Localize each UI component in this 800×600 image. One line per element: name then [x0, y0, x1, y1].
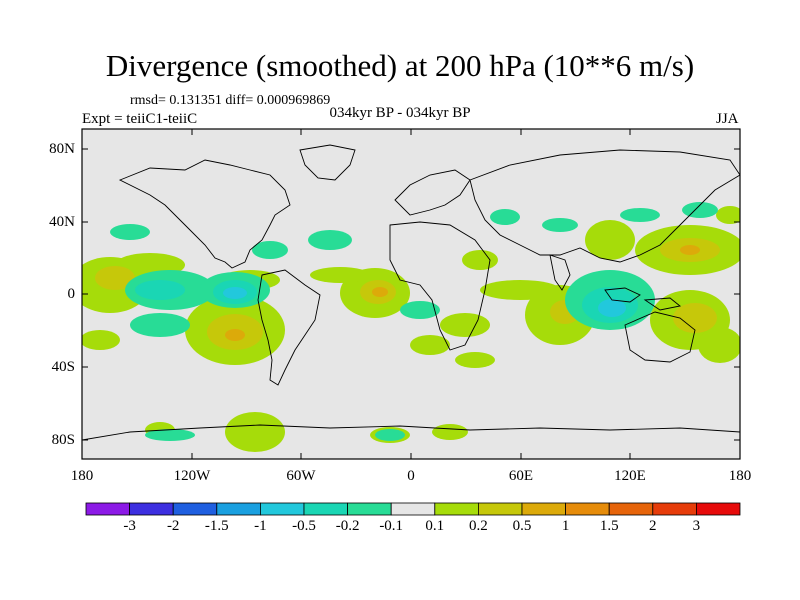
colorbar-label: -1.5 [204, 518, 229, 534]
coastlines [82, 144, 740, 441]
colorbar-label: 3 [692, 518, 701, 534]
colorbar-label: 1 [561, 518, 570, 534]
colorbar [85, 502, 741, 516]
season-text: JJA [716, 111, 739, 127]
colorbar-swatch [608, 502, 654, 516]
colorbar-swatch [172, 502, 218, 516]
lon-label: 60E [508, 468, 534, 484]
lat-label: 80S [51, 432, 75, 448]
lon-label: 180 [70, 468, 94, 484]
colorbar-swatch [477, 502, 523, 516]
colorbar-swatch [652, 502, 697, 516]
map-title: Divergence (smoothed) at 200 hPa (10**6 … [105, 48, 695, 83]
lon-label: 120E [614, 468, 646, 484]
colorbar-swatch [129, 502, 174, 516]
lat-label: 80N [49, 141, 75, 157]
lon-label: 60W [286, 468, 316, 484]
divergence-field [82, 202, 740, 452]
lat-label: 0 [67, 286, 76, 302]
lat-label: 40S [51, 359, 75, 375]
colorbar-swatch [521, 502, 566, 516]
experiment-text: Expt = teiiC1-teiiC [82, 111, 198, 127]
colorbar-label: -2 [166, 518, 180, 534]
lon-label: 180 [728, 468, 752, 484]
colorbar-label: -0.5 [292, 518, 316, 534]
colorbar-swatch [259, 502, 305, 516]
axis-ticks [81, 129, 741, 459]
colorbar-swatch [390, 502, 436, 516]
colorbar-swatch [565, 502, 610, 516]
colorbar-swatch [303, 502, 348, 516]
colorbar-label: 0.2 [469, 518, 488, 534]
colorbar-swatch [347, 502, 392, 516]
colorbar-label: 2 [649, 518, 657, 534]
colorbar-label: -0.2 [335, 518, 360, 534]
colorbar-swatch [434, 502, 479, 516]
colorbar-label: 1.5 [599, 518, 619, 534]
colorbar-label: -3 [123, 518, 136, 534]
lon-label: 120W [173, 468, 211, 484]
lat-label: 40N [49, 214, 75, 230]
lon-label: 0 [407, 468, 415, 484]
colorbar-swatch [696, 502, 741, 516]
stats-text: rmsd= 0.131351 diff= 0.000969869 [130, 93, 331, 108]
colorbar-label: -1 [254, 518, 267, 534]
colorbar-label: -0.1 [379, 518, 404, 534]
colorbar-label: 0.1 [425, 518, 445, 534]
colorbar-swatch [216, 502, 261, 516]
period-text: 034kyr BP - 034kyr BP [329, 105, 471, 121]
colorbar-swatch [85, 502, 130, 516]
colorbar-label: 0.5 [512, 518, 532, 534]
